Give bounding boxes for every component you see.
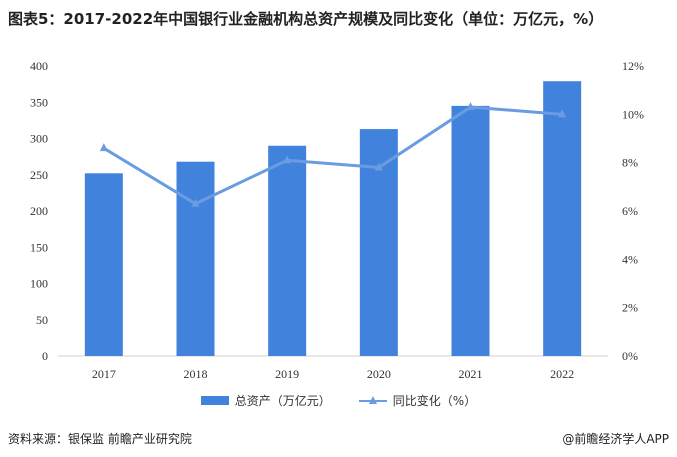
- x-tick-label: 2018: [184, 367, 208, 381]
- growth-point: [191, 198, 200, 207]
- legend-line-swatch: [358, 395, 387, 404]
- footer: 资料来源：银保监 前瞻产业研究院 @前瞻经济学人APP: [8, 430, 669, 447]
- legend-bar-swatch: [200, 396, 229, 405]
- growth-line: [103, 105, 563, 206]
- growth-point: [558, 109, 567, 118]
- x-tick-label: 2021: [459, 367, 483, 381]
- y-right-tick-label: 4%: [622, 252, 638, 266]
- x-tick-label: 2017: [92, 367, 116, 381]
- y-left-tick-label: 0: [42, 349, 48, 363]
- growth-point: [466, 102, 475, 111]
- y-left-tick-label: 250: [30, 168, 48, 182]
- y-right-tick-label: 0%: [622, 349, 638, 363]
- y-right-tick-label: 6%: [622, 204, 638, 218]
- y-left-tick-label: 50: [36, 313, 48, 327]
- x-tick-label: 2019: [275, 367, 299, 381]
- y-left-tick-label: 350: [30, 95, 48, 109]
- growth-point: [99, 143, 108, 152]
- legend-item-assets: 总资产（万亿元）: [200, 392, 331, 409]
- chart-svg: 0 50 100 150 200 250 300 350 400 0% 2% 4% 6% 8% 10% 12%…: [30, 59, 644, 381]
- growth-point: [374, 162, 383, 171]
- y-left-tick-label: 200: [30, 204, 48, 218]
- legend-label-assets: 总资产（万亿元）: [234, 394, 331, 408]
- y-right-tick-label: 2%: [622, 301, 638, 315]
- brand-note: @前瞻经济学人APP: [562, 432, 669, 446]
- y-left-tick-label: 100: [30, 277, 48, 291]
- bar: [84, 173, 123, 356]
- bar: [451, 105, 490, 356]
- y-right-tick-label: 10%: [622, 107, 644, 121]
- legend: 总资产（万亿元） 同比变化（%）: [0, 392, 677, 409]
- bar: [176, 161, 215, 356]
- legend-item-growth: 同比变化（%）: [358, 392, 477, 409]
- bar: [268, 145, 307, 356]
- y-left-tick-label: 300: [30, 132, 48, 146]
- source-note: 资料来源：银保监 前瞻产业研究院: [8, 432, 192, 446]
- y-left-tick-label: 150: [30, 240, 48, 254]
- y-right-tick-label: 8%: [622, 156, 638, 170]
- chart-title: 图表5：2017-2022年中国银行业金融机构总资产规模及同比变化（单位：万亿元…: [8, 10, 604, 28]
- x-tick-label: 2020: [367, 367, 391, 381]
- y-right-tick-label: 12%: [622, 59, 644, 73]
- y-left-tick-label: 400: [30, 59, 48, 73]
- legend-label-growth: 同比变化（%）: [392, 394, 477, 408]
- bar: [543, 81, 582, 356]
- growth-point: [283, 155, 292, 164]
- x-tick-label: 2022: [550, 367, 574, 381]
